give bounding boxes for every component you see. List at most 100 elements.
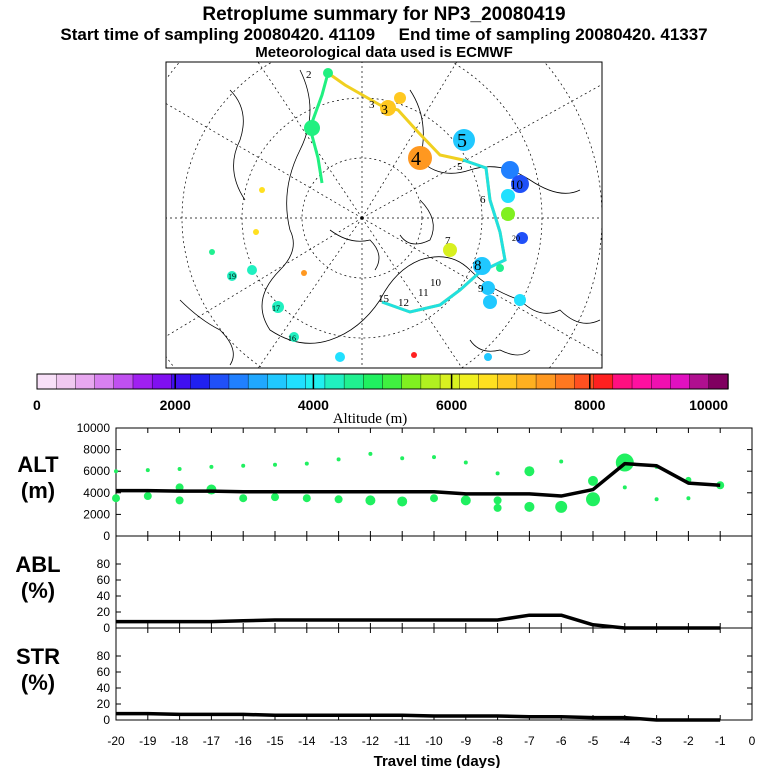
y-tick-label: 10000 [77, 421, 111, 435]
map-marker [380, 100, 396, 116]
map-label: 8 [474, 258, 482, 274]
altitude-marker [559, 459, 564, 464]
map-label: 5 [457, 161, 463, 173]
colorbar-cell [593, 373, 614, 390]
map-marker [483, 295, 497, 309]
map-marker [227, 271, 237, 281]
panel-label: ALT [17, 452, 59, 477]
x-tick-label: -12 [362, 734, 380, 748]
altitude-marker [334, 495, 343, 504]
y-tick-label: 80 [97, 557, 111, 571]
altitude-marker [241, 463, 246, 468]
altitude-marker [304, 461, 309, 466]
colorbar-cell [631, 373, 652, 390]
coastlines [179, 69, 601, 366]
altitude-marker [271, 493, 279, 502]
map-label: 19 [228, 272, 236, 281]
map-marker [289, 332, 299, 342]
colorbar-cell [516, 373, 537, 390]
colorbar-cell [670, 373, 691, 390]
colorbar-cell [382, 373, 403, 390]
map-label: 16 [288, 334, 296, 343]
colorbar-cell [459, 373, 480, 390]
colorbar-cell [151, 373, 173, 390]
map-marker [516, 232, 528, 244]
altitude-marker [463, 460, 468, 465]
altitude-marker [336, 457, 341, 462]
altitude-marker [586, 492, 600, 507]
map-label: 3 [381, 103, 388, 118]
x-tick-label: -9 [460, 734, 471, 748]
series-line [116, 461, 721, 498]
altitude-marker [114, 469, 118, 474]
sampling-times: Start time of sampling 20080420. 41109 E… [0, 25, 768, 45]
colorbar-cell [343, 373, 365, 390]
map-marker [443, 243, 457, 257]
map-marker [501, 161, 519, 179]
page-title: Retroplume summary for NP3_20080419 [202, 4, 566, 25]
colorbar-cell [420, 373, 441, 390]
y-tick-label: 0 [103, 529, 110, 543]
altitude-marker [175, 496, 184, 505]
altitude-marker [495, 471, 500, 476]
colorbar-cell [113, 373, 134, 390]
map-marker [247, 265, 257, 275]
colorbar-tick-label: 4000 [298, 397, 329, 413]
altitude-marker [400, 456, 405, 461]
colorbar-cell [651, 373, 672, 390]
map-label: 15 [378, 293, 390, 305]
y-tick-label: 60 [97, 665, 111, 679]
x-tick-labels: -20 -19 -18 -17 -16 -15 -14 -13 -12 -11 -10 -9 -8 -7-… [107, 734, 755, 748]
y-tick-label: 80 [97, 649, 111, 663]
altitude-marker [430, 494, 438, 503]
map-marker [473, 257, 491, 275]
panel-abl: 0 20 40 60 80 ABL(%) [15, 535, 753, 635]
map-label: 10 [430, 277, 442, 289]
altitude-marker [145, 468, 150, 473]
altitude-marker [432, 455, 436, 460]
y-tick-label: 20 [97, 697, 111, 711]
x-tick-label: -11 [394, 734, 411, 748]
x-tick-label: -4 [619, 734, 630, 748]
colorbar-cell [247, 373, 269, 390]
panel-frame [115, 627, 753, 721]
x-tick-label: -8 [492, 734, 503, 748]
colorbar-cell [132, 373, 153, 390]
colorbar-frame [36, 373, 729, 390]
altitude-marker [460, 495, 471, 506]
map-marker [408, 146, 432, 170]
colorbar-cell [171, 373, 192, 390]
colorbar-cell [535, 373, 556, 390]
x-tick-label: 0 [749, 734, 756, 748]
colorbar-cell [286, 373, 307, 390]
altitude-marker [143, 492, 152, 501]
x-tick-label: -20 [107, 734, 125, 748]
x-tick-label: -17 [203, 734, 221, 748]
altitude-marker [524, 466, 535, 477]
panel-unit: (%) [21, 578, 55, 603]
colorbar-cell [363, 373, 384, 390]
y-tick-label: 2000 [83, 507, 110, 521]
map-marker [453, 129, 475, 151]
colorbar-cell [209, 373, 230, 390]
x-tick-label: -7 [524, 734, 535, 748]
altitude-marker [302, 494, 311, 503]
colorbar-cell [574, 373, 595, 390]
map-label: 3 [369, 99, 375, 111]
x-tick-label: -2 [683, 734, 694, 748]
panel-frame [115, 535, 753, 629]
y-tick-label: 40 [97, 681, 111, 695]
map-marker [501, 189, 515, 203]
map-marker [335, 352, 345, 362]
y-tick-label: 6000 [83, 464, 110, 478]
map-marker [304, 120, 320, 136]
map-label: 5 [457, 130, 467, 152]
map-label: 20 [512, 234, 520, 243]
map-label: 12 [398, 297, 409, 309]
x-tick-label: -3 [651, 734, 662, 748]
x-axis-label: Travel time (days) [374, 753, 501, 768]
map-label: 7 [445, 235, 451, 247]
y-tick-label: 0 [103, 621, 110, 635]
altitude-marker [622, 485, 627, 490]
